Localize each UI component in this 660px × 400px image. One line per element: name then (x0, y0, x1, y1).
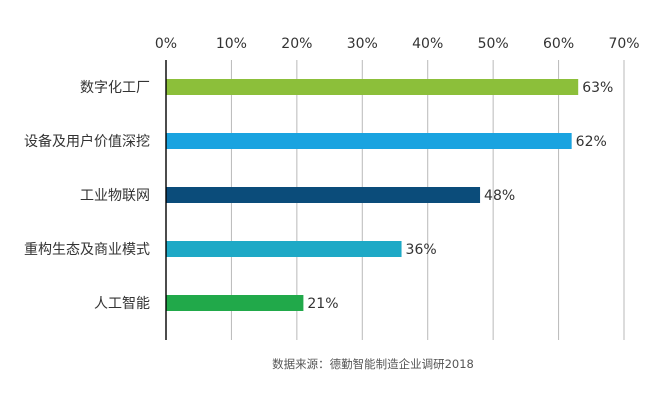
bar (166, 133, 572, 149)
x-tick-label: 20% (281, 36, 312, 52)
data-label: 21% (307, 296, 338, 312)
data-label: 62% (576, 134, 607, 150)
category-label: 人工智能 (94, 296, 150, 312)
category-label: 重构生态及商业模式 (24, 242, 150, 258)
category-label: 数字化工厂 (80, 80, 150, 96)
data-label: 48% (484, 188, 515, 204)
x-tick-label: 70% (608, 36, 639, 52)
x-tick-label: 60% (543, 36, 574, 52)
x-tick-label: 40% (412, 36, 443, 52)
bar (166, 241, 402, 257)
data-labels: 63% 62% 48% 36% 21% (307, 80, 613, 312)
x-tick-label: 10% (216, 36, 247, 52)
x-tick-labels: 0% 10% 20% 30% 40% 50% 60% 70% (155, 36, 640, 52)
bar (166, 79, 579, 95)
bar (166, 187, 481, 203)
source-note: 数据来源：德勤智能制造企业调研2018 (272, 357, 474, 371)
category-label: 设备及用户价值深挖 (24, 133, 150, 150)
bar (166, 295, 304, 311)
data-label: 63% (582, 80, 613, 96)
data-label: 36% (406, 242, 437, 258)
x-tick-label: 0% (155, 36, 177, 52)
category-label: 工业物联网 (80, 188, 150, 204)
bars (166, 79, 579, 311)
x-tick-label: 50% (478, 36, 509, 52)
x-tick-label: 30% (347, 36, 378, 52)
